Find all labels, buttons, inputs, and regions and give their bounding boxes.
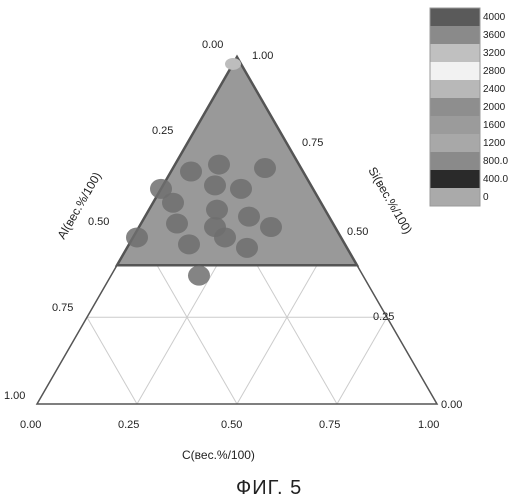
legend-label: 400.0 <box>483 174 508 185</box>
left-tick-label: 0.25 <box>152 125 173 137</box>
data-point <box>166 214 188 234</box>
legend-label: 3200 <box>483 48 506 59</box>
legend-label: 2400 <box>483 84 506 95</box>
bottom-tick-label: 0.50 <box>221 419 242 431</box>
gridline <box>87 317 137 404</box>
data-point <box>208 155 230 175</box>
data-point <box>178 234 200 254</box>
data-point <box>126 227 148 247</box>
legend-swatch <box>430 98 480 116</box>
left-tick-label: 0.50 <box>88 216 109 228</box>
legend: 4000 3600 3200 2800 2400 2000 1600 1200 800.0 400… <box>430 8 508 206</box>
right-tick-label: 1.00 <box>252 50 273 62</box>
data-point <box>238 207 260 227</box>
data-point <box>162 193 184 213</box>
legend-label: 1600 <box>483 120 506 131</box>
legend-label: 2000 <box>483 102 506 113</box>
legend-swatch <box>430 170 480 188</box>
legend-swatch <box>430 188 480 206</box>
legend-swatch <box>430 116 480 134</box>
legend-label: 3600 <box>483 30 506 41</box>
legend-swatch <box>430 152 480 170</box>
left-axis-title: Al(вес.%/100) <box>54 170 104 242</box>
bottom-tick-label: 0.75 <box>319 419 340 431</box>
data-point <box>204 175 226 195</box>
legend-label: 4000 <box>483 12 506 23</box>
data-point <box>236 238 258 258</box>
right-tick-label: 0.25 <box>373 311 394 323</box>
legend-label: 2800 <box>483 66 506 77</box>
left-tick-label: 0.75 <box>52 302 73 314</box>
data-point <box>254 158 276 178</box>
left-tick-label: 1.00 <box>4 390 25 402</box>
legend-swatch <box>430 26 480 44</box>
left-tick-label: 0.00 <box>202 39 223 51</box>
data-point <box>230 179 252 199</box>
bottom-axis-title: C(вес.%/100) <box>182 448 255 462</box>
legend-swatch <box>430 134 480 152</box>
data-point <box>188 266 210 286</box>
data-point <box>214 227 236 247</box>
legend-label: 1200 <box>483 138 506 149</box>
legend-swatch <box>430 8 480 26</box>
legend-label: 0 <box>483 192 489 203</box>
bottom-tick-label: 0.00 <box>20 419 41 431</box>
data-point <box>225 58 241 70</box>
legend-swatch <box>430 80 480 98</box>
shaded-region <box>117 57 357 265</box>
figure-caption: ФИГ. 5 <box>236 477 302 499</box>
bottom-tick-label: 1.00 <box>418 419 439 431</box>
gridline <box>337 317 387 404</box>
legend-swatch <box>430 62 480 80</box>
right-tick-label: 0.75 <box>302 137 323 149</box>
data-point <box>180 162 202 182</box>
bottom-tick-label: 0.25 <box>118 419 139 431</box>
data-point <box>206 200 228 220</box>
right-axis-title: Si(вес.%/100) <box>365 165 415 237</box>
legend-label: 800.0 <box>483 156 508 167</box>
right-tick-label: 0.50 <box>347 226 368 238</box>
legend-swatch <box>430 44 480 62</box>
right-tick-label: 0.00 <box>441 399 462 411</box>
data-point <box>260 217 282 237</box>
